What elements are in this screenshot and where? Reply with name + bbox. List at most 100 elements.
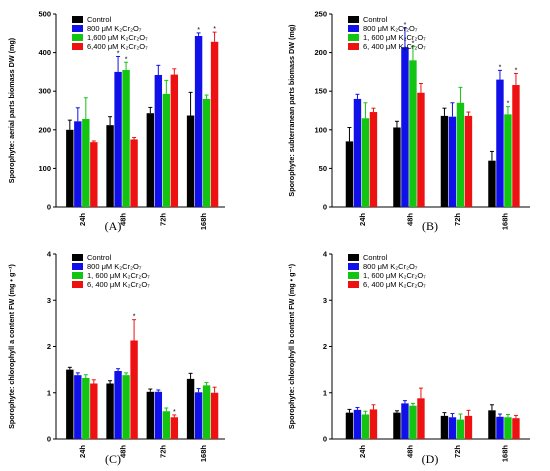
- x-tick-label: 168h: [500, 445, 509, 463]
- bar: [210, 41, 219, 208]
- legend-label: 6, 400 μM K₂Cr₂O₇: [363, 42, 426, 51]
- bar: [106, 383, 114, 439]
- x-tick-label: 72h: [159, 445, 168, 458]
- legend-label: 1,600 μM K₂Cr₂O₇: [87, 33, 148, 42]
- bar: [186, 115, 195, 207]
- bar: [456, 102, 465, 207]
- bar: [345, 412, 354, 439]
- bar: [409, 60, 417, 207]
- bar: [130, 139, 138, 207]
- significance-asterisk: *: [173, 409, 176, 416]
- legend-swatch: [72, 25, 83, 32]
- bar: [122, 69, 130, 207]
- legend-label: 1, 600 μM K₂Cr₂O₇: [363, 271, 426, 280]
- y-tick-label: 250: [314, 10, 327, 19]
- bar: [393, 127, 401, 207]
- legend-swatch: [72, 263, 83, 270]
- y-tick-label: 4: [47, 250, 52, 259]
- bar: [393, 412, 401, 439]
- bar: [114, 71, 122, 208]
- x-tick-label: 24h: [358, 445, 367, 458]
- panel-label: (D): [422, 452, 439, 466]
- legend-swatch: [348, 254, 359, 261]
- bar: [146, 113, 155, 207]
- legend-label: 1, 600 μM K₂Cr₂O₇: [87, 271, 150, 280]
- bar: [194, 36, 203, 207]
- bar: [361, 414, 370, 439]
- bar: [464, 115, 473, 207]
- bar: [66, 369, 74, 439]
- x-tick-label: 48h: [405, 213, 414, 226]
- bar: [210, 392, 219, 439]
- panel-label: (C): [105, 452, 121, 466]
- bar: [369, 409, 378, 439]
- x-tick-label: 72h: [159, 213, 168, 226]
- legend-swatch: [348, 25, 359, 32]
- y-tick-label: 0: [323, 435, 327, 444]
- bar: [440, 115, 449, 207]
- y-tick-label: 50: [319, 164, 327, 173]
- x-tick-label: 24h: [78, 445, 87, 458]
- legend-swatch: [348, 16, 359, 23]
- bar: [440, 415, 449, 439]
- y-tick-label: 300: [38, 87, 51, 96]
- x-tick-label: 24h: [78, 213, 87, 226]
- chart-panel-b: 0 50 100 150 200 250 Sporophyte: subterranean …: [287, 10, 530, 233]
- chart-panel-a: 0 100 200 300 400 500 Sporophyte: aerial parts…: [7, 10, 225, 233]
- y-axis-label: Sporophyte: chlorophyll b content FW (mg…: [287, 263, 296, 429]
- legend-label: 6, 400 μM K₂Cr₂O₇: [87, 280, 150, 289]
- bar: [162, 411, 171, 439]
- y-axis-label: Sporophyte: subterranean parts biomass D…: [287, 24, 296, 197]
- y-tick-label: 200: [38, 125, 51, 134]
- legend-label: Control: [87, 253, 112, 262]
- legend-label: Control: [363, 253, 388, 262]
- y-axis-label: Sporophyte: aerial parts biomass DW (mg): [7, 37, 16, 183]
- y-tick-label: 400: [38, 48, 51, 57]
- significance-asterisk: *: [133, 314, 136, 321]
- legend-swatch: [348, 263, 359, 270]
- bar: [74, 375, 82, 439]
- legend-label: 800 μM K₂Cr₂O₇: [87, 262, 142, 271]
- bar: [448, 116, 457, 207]
- bar: [417, 398, 425, 439]
- y-tick-label: 150: [314, 87, 327, 96]
- bar: [90, 142, 98, 207]
- significance-asterisk: *: [404, 22, 407, 29]
- legend-label: 800 μM K₂Cr₂O₇: [87, 24, 142, 33]
- x-tick-label: 168h: [199, 213, 208, 231]
- legend-swatch: [348, 43, 359, 50]
- x-tick-label: 72h: [453, 213, 462, 226]
- significance-asterisk: *: [197, 27, 200, 34]
- x-tick-label: 72h: [453, 445, 462, 458]
- bar: [202, 98, 211, 207]
- legend-label: Control: [363, 15, 388, 24]
- y-tick-label: 0: [323, 203, 327, 212]
- x-tick-label: 168h: [199, 445, 208, 463]
- y-tick-label: 0: [47, 435, 51, 444]
- y-tick-label: 3: [47, 296, 51, 305]
- bar: [82, 118, 90, 207]
- chart-panel-c: 0 1 2 3 4 Sporophyte: chlorophyll a content F…: [7, 250, 225, 466]
- bar: [170, 74, 179, 208]
- y-tick-label: 3: [323, 296, 327, 305]
- bar: [361, 118, 370, 207]
- x-tick-label: 48h: [405, 445, 414, 458]
- bar: [488, 410, 496, 439]
- legend-label: 6,400 μM K₂Cr₂O₇: [87, 42, 148, 51]
- bar: [496, 79, 504, 207]
- panel-label: (A): [105, 219, 122, 233]
- bar: [114, 371, 122, 439]
- bar: [170, 417, 179, 439]
- bar: [496, 416, 504, 439]
- y-tick-label: 2: [47, 342, 51, 351]
- legend-swatch: [72, 16, 83, 23]
- chart-panel-d: 0 1 2 3 4 Sporophyte: chlorophyll b content F…: [287, 250, 530, 466]
- bar: [74, 121, 82, 207]
- bar: [353, 98, 362, 207]
- y-tick-label: 500: [38, 10, 51, 19]
- bar: [353, 409, 362, 439]
- bar: [130, 340, 138, 439]
- significance-asterisk: *: [412, 40, 415, 47]
- y-axis-label: Sporophyte: chlorophyll a content FW (mg…: [7, 263, 16, 428]
- bar: [202, 385, 211, 439]
